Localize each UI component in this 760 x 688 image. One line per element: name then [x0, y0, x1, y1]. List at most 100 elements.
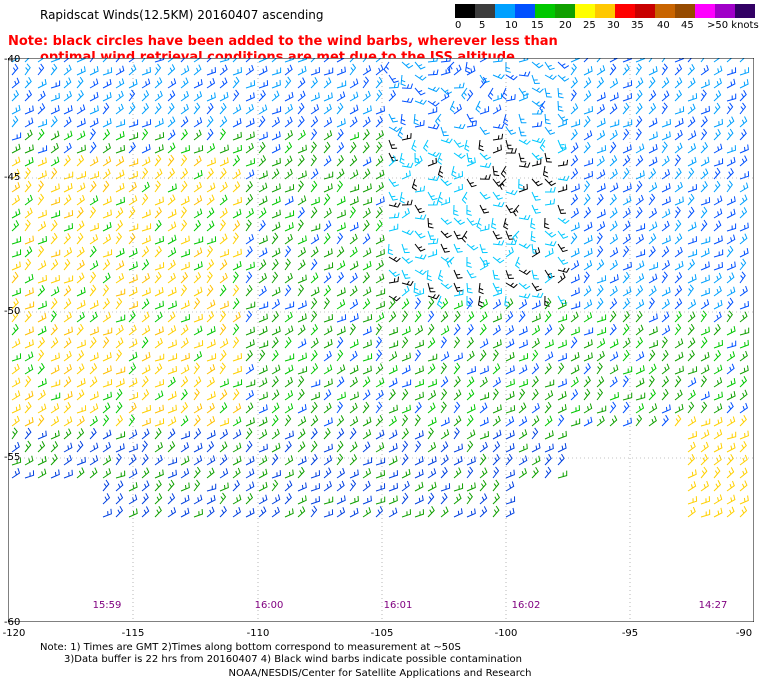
wind-barb [622, 144, 632, 154]
wind-barb [570, 389, 579, 401]
wind-barb [726, 223, 737, 232]
wind-barb [635, 414, 643, 427]
wind-barb [661, 63, 668, 76]
wind-barb [505, 311, 514, 323]
wind-barb [505, 74, 518, 81]
wind-barb [583, 130, 593, 141]
wind-barb [531, 402, 540, 414]
wind-barb [557, 430, 567, 440]
wind-barb [413, 113, 419, 126]
wind-barb [89, 105, 99, 115]
wind-barb [622, 417, 632, 427]
wind-barb [499, 178, 507, 191]
wind-barb [193, 403, 203, 414]
wind-barb [648, 285, 657, 297]
wind-barb [661, 235, 671, 245]
wind-barb [453, 269, 463, 279]
wind-barb [518, 162, 531, 168]
wind-barb [37, 119, 48, 128]
wind-barb [284, 245, 292, 258]
wind-barb [518, 378, 529, 388]
wind-barb [258, 141, 266, 154]
wind-barb [76, 350, 85, 362]
wind-barb [687, 389, 696, 401]
wind-barb [115, 273, 125, 284]
wind-barb [76, 415, 85, 427]
wind-barb [674, 219, 682, 232]
wind-barb [440, 243, 450, 253]
wind-barb [50, 167, 58, 180]
wind-barb [453, 204, 459, 216]
wind-barb [453, 323, 461, 336]
wind-barb [661, 141, 668, 154]
wind-barb [427, 199, 439, 206]
wind-barb [518, 183, 528, 193]
wind-barb [739, 300, 750, 310]
wind-barb [180, 494, 190, 505]
wind-barb [583, 271, 590, 284]
wind-barb [37, 403, 47, 414]
lat-label-50: -50 [4, 306, 21, 317]
wind-barb [622, 233, 632, 245]
wind-barb [297, 115, 305, 128]
wind-barb [388, 276, 399, 284]
wind-barb [24, 180, 32, 193]
wind-barb [726, 78, 736, 89]
legend-color-bar [455, 4, 755, 18]
wind-barb [63, 142, 72, 154]
wind-barb [245, 80, 256, 89]
wind-barb [219, 128, 226, 141]
wind-barb [661, 196, 671, 206]
wind-barb [258, 182, 268, 193]
wind-barb [24, 167, 31, 180]
wind-barb [609, 78, 619, 89]
wind-barb [193, 414, 201, 427]
wind-barb [63, 194, 72, 206]
wind-barb [726, 363, 735, 375]
wind-barb [531, 388, 539, 401]
wind-barb [726, 93, 737, 102]
wind-barb [336, 467, 345, 479]
wind-barb [232, 379, 243, 388]
wind-barb [700, 89, 707, 102]
wind-barb [180, 352, 190, 362]
wind-barb [37, 441, 46, 453]
wind-barb [518, 443, 528, 453]
wind-barb [531, 349, 539, 362]
wind-barb [609, 182, 619, 193]
wind-barb [11, 261, 21, 271]
wind-barb [505, 352, 515, 362]
wind-barb [50, 274, 61, 284]
wind-barb [453, 493, 462, 505]
wind-barb [713, 429, 723, 440]
wind-barb [466, 492, 473, 505]
wind-barb [362, 495, 372, 505]
wind-barb [362, 183, 372, 193]
wind-barb [89, 352, 99, 362]
wind-barb [102, 156, 112, 167]
wind-barb [323, 58, 330, 63]
wind-barb [180, 402, 189, 414]
wind-barb [505, 481, 515, 492]
wind-barb [336, 128, 344, 141]
wind-barb [453, 352, 463, 362]
wind-barb [349, 402, 358, 414]
legend-tick-4: 20 [559, 20, 572, 31]
wind-barb [167, 365, 178, 375]
wind-barb [466, 429, 476, 440]
wind-barb [336, 480, 345, 492]
wind-barb [414, 365, 424, 375]
wind-barb [271, 311, 279, 323]
wind-barb [726, 116, 735, 128]
wind-barb [154, 168, 163, 180]
wind-barb [232, 89, 240, 102]
wind-barb [609, 92, 619, 102]
wind-barb [128, 301, 139, 310]
wind-barb [739, 339, 749, 349]
wind-barb [700, 466, 708, 479]
wind-barb [674, 64, 683, 76]
wind-barb [245, 390, 254, 401]
wind-barb [570, 222, 580, 232]
wind-barb [596, 275, 607, 284]
wind-barb [206, 259, 215, 271]
